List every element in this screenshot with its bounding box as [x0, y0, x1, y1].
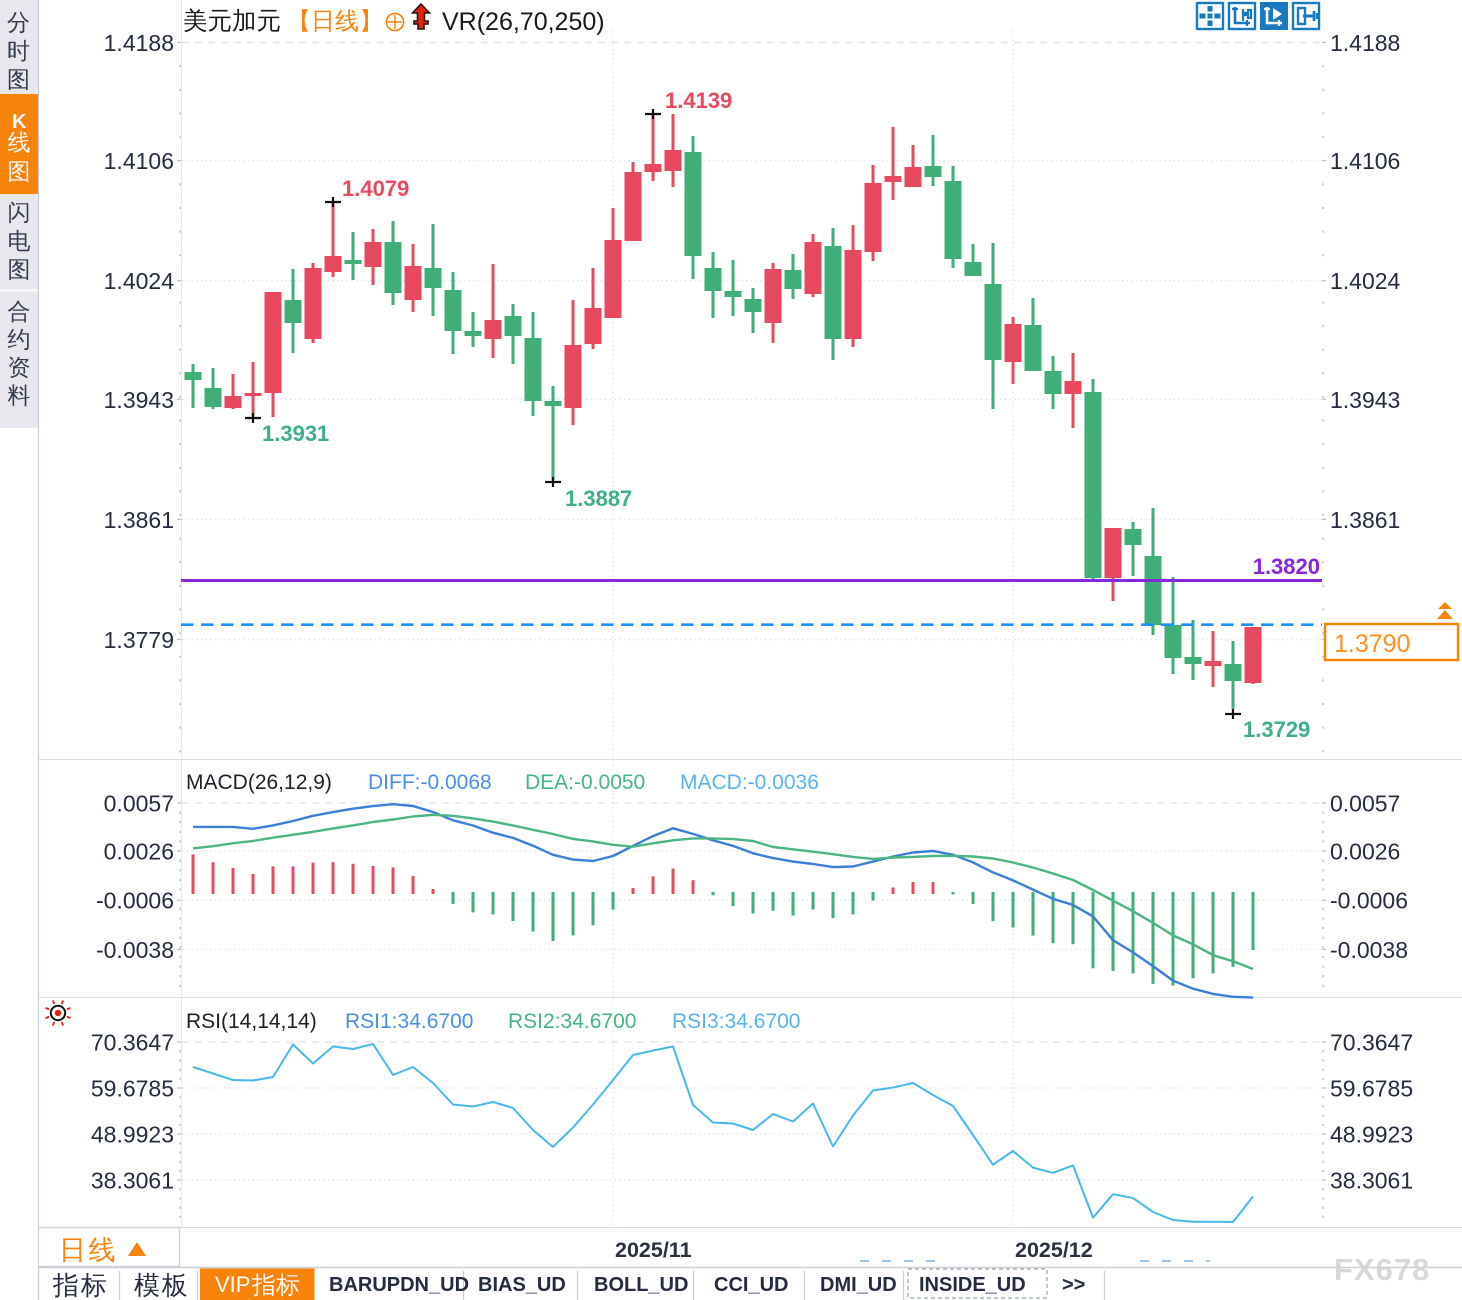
svg-text:38.3061: 38.3061: [1330, 1168, 1413, 1194]
svg-text:1.3820: 1.3820: [1253, 554, 1320, 579]
svg-text:1.4106: 1.4106: [1330, 148, 1400, 174]
svg-text:BOLL_UD: BOLL_UD: [594, 1274, 688, 1296]
svg-text:RSI1:34.6700: RSI1:34.6700: [345, 1010, 473, 1033]
svg-text:DIFF:-0.0068: DIFF:-0.0068: [368, 771, 492, 794]
svg-text:1.3729: 1.3729: [1243, 717, 1310, 742]
svg-text:-0.0038: -0.0038: [96, 937, 174, 963]
svg-text:59.6785: 59.6785: [91, 1076, 174, 1102]
svg-text:70.3647: 70.3647: [1330, 1030, 1413, 1056]
svg-text:0.0026: 0.0026: [104, 839, 174, 865]
svg-text:1.4188: 1.4188: [1330, 30, 1400, 56]
svg-text:1.3779: 1.3779: [104, 627, 174, 653]
svg-text:1.3943: 1.3943: [104, 387, 174, 413]
svg-text:2025/11: 2025/11: [615, 1238, 692, 1262]
svg-text:-0.0006: -0.0006: [1330, 888, 1408, 914]
svg-text:MACD:-0.0036: MACD:-0.0036: [680, 771, 819, 794]
svg-text:48.9923: 48.9923: [1330, 1122, 1413, 1148]
svg-text:0.0057: 0.0057: [1330, 790, 1400, 816]
svg-text:2025/12: 2025/12: [1015, 1238, 1093, 1262]
svg-text:1.3861: 1.3861: [1330, 507, 1400, 533]
svg-text:1.4106: 1.4106: [104, 148, 174, 174]
svg-text:VIP: VIP: [215, 1272, 250, 1297]
svg-text:INSIDE_UD: INSIDE_UD: [919, 1274, 1026, 1296]
svg-text:0.0057: 0.0057: [104, 790, 174, 816]
svg-text:RSI3:34.6700: RSI3:34.6700: [672, 1010, 800, 1033]
svg-text:70.3647: 70.3647: [91, 1030, 174, 1056]
svg-text:1.3861: 1.3861: [104, 507, 174, 533]
svg-text:MACD(26,12,9): MACD(26,12,9): [186, 771, 332, 794]
svg-text:1.4024: 1.4024: [104, 268, 175, 294]
svg-text:DEA:-0.0050: DEA:-0.0050: [525, 771, 645, 794]
svg-text:K: K: [12, 111, 27, 133]
svg-text:48.9923: 48.9923: [91, 1122, 174, 1148]
svg-text:VR(26,70,250): VR(26,70,250): [442, 8, 605, 36]
svg-text:>>: >>: [1062, 1274, 1085, 1296]
svg-text:BARUPDN_UD: BARUPDN_UD: [329, 1274, 469, 1296]
svg-text:RSI2:34.6700: RSI2:34.6700: [508, 1010, 636, 1033]
svg-text:FX678: FX678: [1334, 1252, 1430, 1287]
svg-text:1.3943: 1.3943: [1330, 387, 1400, 413]
svg-text:CCI_UD: CCI_UD: [714, 1274, 788, 1296]
svg-text:1.3887: 1.3887: [565, 486, 632, 511]
svg-text:1.4188: 1.4188: [104, 30, 174, 56]
svg-text:BIAS_UD: BIAS_UD: [478, 1274, 566, 1296]
svg-text:1.3790: 1.3790: [1334, 630, 1410, 658]
svg-text:1.4079: 1.4079: [342, 176, 409, 201]
svg-text:1.3931: 1.3931: [262, 421, 329, 446]
svg-text:59.6785: 59.6785: [1330, 1076, 1413, 1102]
svg-text:DMI_UD: DMI_UD: [820, 1274, 897, 1296]
svg-text:38.3061: 38.3061: [91, 1168, 174, 1194]
svg-text:-0.0038: -0.0038: [1330, 937, 1408, 963]
svg-text:0.0026: 0.0026: [1330, 839, 1400, 865]
svg-text:RSI(14,14,14): RSI(14,14,14): [186, 1010, 317, 1033]
svg-text:1.4139: 1.4139: [665, 88, 732, 113]
svg-text:1.4024: 1.4024: [1330, 268, 1401, 294]
svg-text:-0.0006: -0.0006: [96, 888, 174, 914]
